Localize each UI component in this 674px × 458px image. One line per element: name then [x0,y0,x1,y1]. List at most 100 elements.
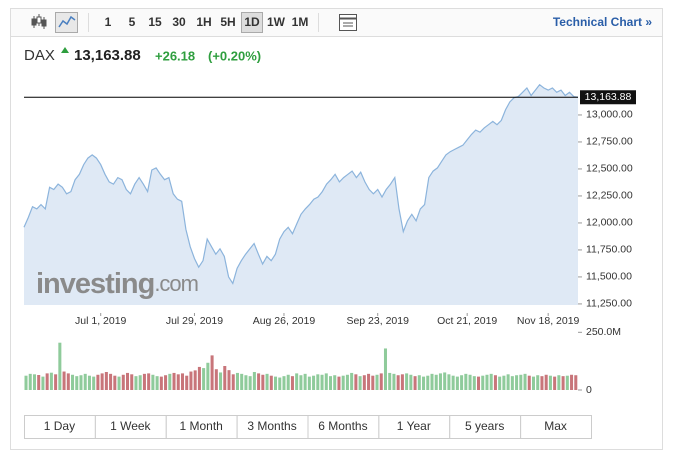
volume-bar [383,348,387,390]
volume-bar [328,376,333,390]
volume-bar [248,376,252,390]
volume-bar [485,374,489,390]
volume-bar [92,376,96,390]
line-icon-button[interactable] [55,12,78,33]
volume-bar [159,376,163,390]
volume-bar [168,373,172,390]
volume-bar [155,376,159,390]
volume-bar [286,374,290,390]
price-area [24,84,578,305]
x-tick-label: Aug 26, 2019 [253,315,316,327]
interval-button[interactable]: 1M [292,15,309,29]
volume-bar [147,373,151,390]
volume-bar [341,375,345,390]
volume-bar [481,375,485,390]
volume-bar [49,372,53,390]
volume-bar [113,375,117,390]
volume-bar [41,376,45,390]
volume-bar [438,373,442,390]
volume-bar [180,373,185,390]
volume-bar [219,372,223,390]
volume-bar [540,376,544,390]
volume-bar [523,373,527,390]
interval-button[interactable]: 1W [267,15,286,29]
volume-bar [553,376,557,390]
range-label[interactable]: Max [544,419,567,433]
change: +26.18 [155,48,195,63]
volume-bar [37,375,41,390]
volume-bar [570,374,574,390]
volume-bar [79,375,83,390]
technical-chart-link[interactable]: Technical Chart » [553,15,652,29]
interval-button[interactable]: 5H [220,15,235,29]
volume-bar [299,375,303,390]
volume-bar [506,374,510,390]
volume-bar [202,368,206,390]
volume-bar [455,376,459,390]
price-line [23,83,579,285]
range-button[interactable] [520,415,592,439]
interval-button[interactable]: 1H [196,15,211,29]
candle-icon[interactable] [31,14,47,29]
interval-button[interactable]: 30 [172,15,186,29]
interval-button[interactable]: 1D [244,15,260,29]
volume-bar [464,373,468,390]
interval-button[interactable]: 1 [105,15,112,29]
volume-bar [278,377,282,390]
volume-bar [235,372,239,390]
volume-bar [434,374,438,390]
interval-button[interactable]: 15 [148,15,162,29]
volume-bar [189,371,193,390]
volume-bar [214,369,218,390]
volume-bar [312,375,316,390]
volume-bar [447,374,451,390]
volume-bar [324,373,328,390]
volume-bar [502,375,506,390]
volume-bar [388,372,392,390]
volume-bar [472,376,476,390]
settings-icon[interactable] [339,14,357,31]
volume-bar [231,374,235,390]
volume-bar [206,362,210,390]
volume-bar [548,375,552,390]
volume-bar [172,372,176,390]
volume-bar [261,374,265,390]
interval-selected [241,12,263,33]
range-label[interactable]: 1 Week [110,419,151,433]
volume-bar [252,372,256,390]
y-tick-label: 12,250.00 [586,190,633,202]
volume-bar [269,375,273,390]
volume-bar [282,376,286,390]
volume-bar [130,374,134,390]
volume-bar [45,373,49,390]
volume-bar [138,375,142,390]
volume-bar [28,373,32,390]
volume-bar [134,376,138,390]
volume-bar [83,373,87,390]
range-label[interactable]: 3 Months [247,419,296,433]
volume-bar [24,375,28,390]
range-label[interactable]: 6 Months [318,419,367,433]
volume-bar [519,374,523,390]
range-label[interactable]: 1 Year [397,419,431,433]
volume-bar [197,366,201,390]
volume-bar [274,376,278,390]
interval-button[interactable]: 5 [129,15,136,29]
volume-bar [104,372,108,390]
volume-bar [405,373,409,390]
range-label[interactable]: 1 Day [44,419,75,433]
change-percent: (+0.20%) [208,48,261,63]
volume-bar [468,374,472,390]
volume-bar [303,373,307,390]
volume-bar [367,373,371,390]
volume-bar [561,376,565,390]
volume-bar [417,375,421,390]
volume-bar [62,371,66,390]
volume-bar [54,374,58,390]
volume-bar [350,372,354,390]
range-label[interactable]: 5 years [465,419,504,433]
volume-bar [164,375,168,390]
volume-bar [498,376,502,390]
range-label[interactable]: 1 Month [180,419,223,433]
volume-bar [413,376,417,390]
